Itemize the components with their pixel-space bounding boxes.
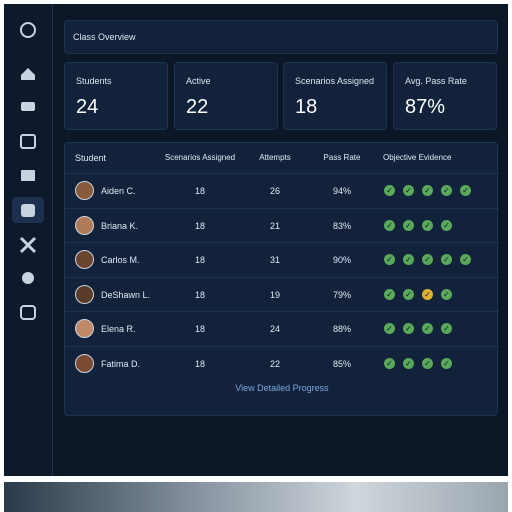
- attempts-cell: 24: [269, 324, 280, 335]
- stat-card: Students 24: [64, 62, 168, 130]
- student-row: Carlos M. 18 31 90% ✓ ✓ ✓ ✓ ✓: [65, 242, 499, 277]
- attempts-cell: 19: [269, 289, 280, 300]
- column-header: Pass Rate: [323, 153, 361, 162]
- class-icon[interactable]: [21, 102, 35, 111]
- evidence-check: ✓: [441, 185, 452, 196]
- attempts-cell: 22: [269, 359, 280, 369]
- stat-card: Active 22: [174, 62, 278, 130]
- avatar: [75, 181, 94, 200]
- evidence-check: ✓: [441, 323, 452, 335]
- avatar: [75, 354, 94, 373]
- evidence-check: ✓: [422, 254, 433, 266]
- column-header: Student: [75, 153, 107, 163]
- evidence-check: ✓: [384, 185, 395, 196]
- evidence-check: ✓: [460, 254, 471, 266]
- tools-icon[interactable]: [19, 236, 37, 254]
- scenarios-cell: 18: [194, 220, 205, 231]
- home-icon[interactable]: [21, 68, 35, 80]
- evidence-check: ✓: [403, 219, 414, 231]
- scenarios-cell: 18: [194, 186, 205, 196]
- pass-rate-cell: 94%: [332, 186, 351, 196]
- inbox-icon[interactable]: [21, 170, 35, 181]
- stat-card: Avg. Pass Rate 87%: [393, 62, 497, 130]
- stat-label: Students: [76, 76, 112, 86]
- evidence-check: ✓: [403, 254, 414, 266]
- evidence-check: ✓: [460, 185, 471, 196]
- evidence-check: ✓: [422, 185, 433, 196]
- column-header: Objective Evidence: [383, 153, 452, 162]
- stat-value: 22: [186, 96, 209, 118]
- avatar: [75, 319, 94, 339]
- pass-rate-cell: 83%: [332, 220, 351, 231]
- avatar: [75, 215, 94, 235]
- stat-value: 18: [295, 96, 318, 118]
- student-row: Fatima D. 18 22 85% ✓ ✓ ✓ ✓: [65, 346, 499, 381]
- evidence-check: ✓: [422, 358, 433, 369]
- report-icon[interactable]: [20, 134, 36, 149]
- progress-table: Student Scenarios Assigned Attempts Pass…: [64, 142, 499, 416]
- evidence-check: ✓: [422, 323, 433, 335]
- evidence-check: ✓: [441, 288, 452, 300]
- evidence-check: ✓: [441, 219, 452, 231]
- progress-icon[interactable]: [21, 204, 35, 217]
- stat-label: Avg. Pass Rate: [405, 76, 467, 86]
- settings-icon[interactable]: [20, 305, 36, 320]
- evidence-check: ✓: [441, 254, 452, 266]
- evidence-check: ✓: [384, 288, 395, 300]
- evidence-check: ✓: [384, 358, 395, 369]
- evidence-check: ✓: [422, 288, 433, 300]
- stat-value: 24: [76, 96, 99, 118]
- app: Class Overview Student Scenarios Assigne…: [4, 4, 508, 476]
- evidence-check: ✓: [384, 219, 395, 231]
- stats-icon[interactable]: [22, 272, 34, 284]
- attempts-cell: 26: [269, 186, 280, 196]
- student-row: Elena R. 18 24 88% ✓ ✓ ✓ ✓: [65, 311, 499, 346]
- attempts-cell: 21: [269, 220, 280, 231]
- student-name: Elena R.: [101, 324, 136, 335]
- stat-label: Active: [186, 76, 211, 86]
- evidence-check: ✓: [422, 219, 433, 231]
- attempts-cell: 31: [269, 255, 280, 266]
- evidence-check: ✓: [441, 358, 452, 369]
- stat-card: Scenarios Assigned 18: [283, 62, 387, 130]
- sidebar: [4, 4, 53, 476]
- scenarios-cell: 18: [194, 289, 205, 300]
- pass-rate-cell: 79%: [332, 289, 351, 300]
- scenarios-cell: 18: [194, 255, 205, 266]
- header-bar: Class Overview: [64, 20, 498, 54]
- column-header: Attempts: [259, 153, 291, 162]
- student-name: Aiden C.: [101, 186, 136, 196]
- logo-icon[interactable]: [20, 22, 36, 38]
- student-name: Carlos M.: [101, 255, 140, 266]
- student-name: Fatima D.: [101, 359, 141, 369]
- pass-rate-cell: 88%: [332, 324, 351, 335]
- student-name: DeShawn L.: [101, 289, 151, 300]
- student-row: Briana K. 18 21 83% ✓ ✓ ✓ ✓: [65, 207, 499, 243]
- background-photo: [4, 482, 508, 512]
- stat-label: Scenarios Assigned: [295, 76, 375, 86]
- pass-rate-cell: 85%: [332, 359, 351, 369]
- stat-value: 87%: [405, 96, 446, 118]
- student-name: Briana K.: [101, 220, 139, 231]
- student-row: Aiden C. 18 26 94% ✓ ✓ ✓ ✓ ✓: [65, 173, 499, 208]
- evidence-check: ✓: [403, 185, 414, 196]
- student-row: DeShawn L. 18 19 79% ✓ ✓ ✓ ✓: [65, 276, 499, 312]
- evidence-check: ✓: [403, 323, 414, 335]
- evidence-check: ✓: [403, 288, 414, 300]
- page-title: Class Overview: [73, 32, 136, 42]
- scenarios-cell: 18: [194, 324, 205, 335]
- view-progress-link[interactable]: View Detailed Progress: [235, 383, 329, 393]
- sidebar-icons: [12, 22, 44, 320]
- avatar: [75, 250, 94, 270]
- avatar: [75, 284, 94, 304]
- scenarios-cell: 18: [194, 359, 205, 369]
- pass-rate-cell: 90%: [332, 255, 351, 266]
- evidence-check: ✓: [384, 323, 395, 335]
- evidence-check: ✓: [403, 358, 414, 369]
- column-header: Scenarios Assigned: [164, 153, 236, 162]
- evidence-check: ✓: [384, 254, 395, 266]
